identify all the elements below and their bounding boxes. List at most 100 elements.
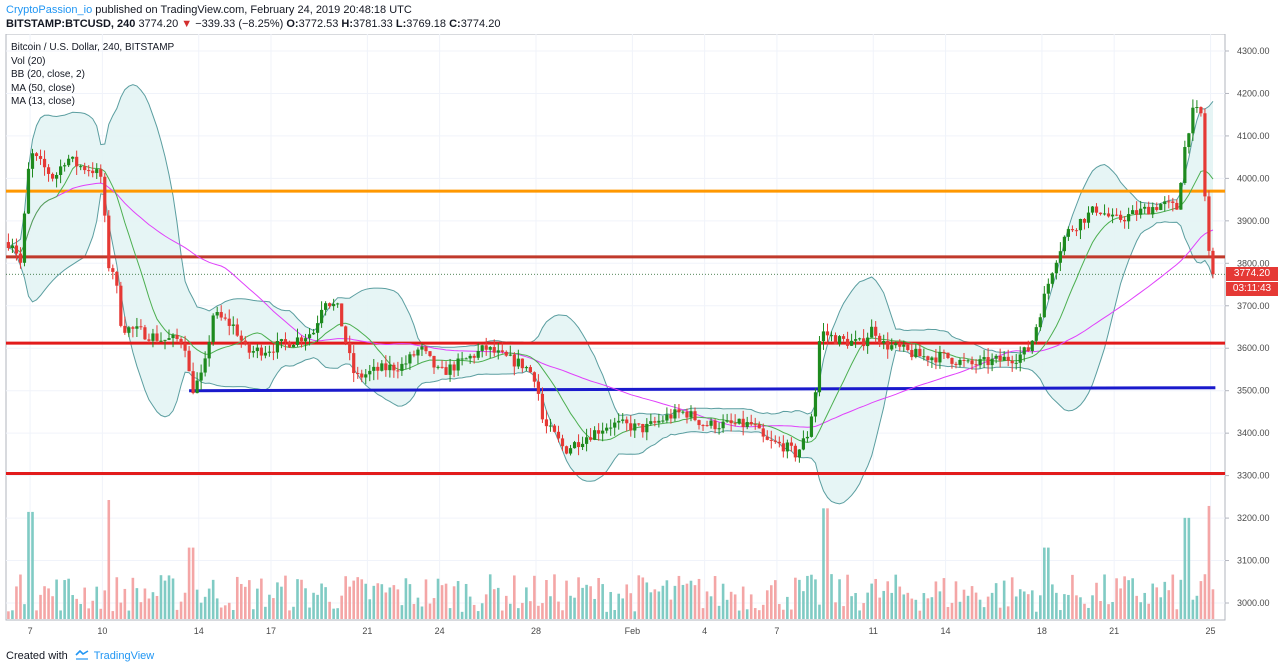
candle-body [380,363,384,371]
volume-bar [183,592,187,619]
candle-body [717,428,721,430]
candle-body [894,343,898,346]
candle-body [1151,207,1155,215]
volume-bar [71,595,74,619]
legend-ma50[interactable]: MA (50, close) [11,82,75,94]
candle-body [67,158,71,166]
volume-bar [1034,611,1038,619]
candle-body [400,363,404,371]
candle-body [854,339,858,341]
volume-bar [1103,574,1106,619]
candle-body [408,354,412,364]
candle-body [597,430,601,434]
candle-body [263,352,267,356]
volume-bar [256,588,259,619]
candle-body [340,303,344,327]
candle-body [938,352,942,363]
legend-vol[interactable]: Vol (20) [11,55,46,67]
candle-body [50,173,55,179]
candle-body [440,366,444,368]
volume-bar [926,598,930,619]
change-label: −339.33 (−8.25%) [195,18,284,30]
candle-body [10,245,15,249]
candle-body [54,174,59,179]
volume-bar [1006,606,1010,619]
candle-body [199,372,203,381]
author-link[interactable]: CryptoPassion_io [6,4,93,16]
footer-brand[interactable]: TradingView [93,650,155,662]
candle-body [954,363,958,365]
volume-bar [191,547,195,619]
legend-ma13[interactable]: MA (13, close) [11,96,75,107]
candle-body [713,420,717,430]
candle-body [805,436,810,439]
volume-bar [356,577,360,619]
volume-bar [846,574,849,619]
candle-body [613,422,617,428]
candle-body [645,423,649,433]
time-tick-label: 10 [97,626,107,636]
candle-body [207,342,211,359]
candle-body [283,339,288,342]
candle-body [601,430,605,434]
volume-bar [890,592,894,619]
candle-body [829,335,834,337]
volume-bar [982,607,986,619]
volume-bar [412,603,416,619]
volume-bar [633,611,637,619]
candle-body [227,318,231,326]
candle-body [568,448,573,454]
volume-bar [661,585,665,619]
candle-body [589,437,593,440]
volume-bar [59,610,62,619]
volume-bar [946,606,950,619]
volume-bar [790,609,793,619]
candle-body [737,418,741,424]
volume-bar [452,586,456,619]
candle-body [769,439,773,441]
volume-bar [304,588,307,619]
time-axis[interactable]: 7 10 14 17 21 24 28 Feb 4 7 11 14 18 21 25 [28,626,1216,636]
volume-bar [774,580,777,619]
volume-bar [966,595,970,619]
volume-bar [1063,594,1066,619]
candle-body [998,355,1002,361]
candle-body [633,423,637,431]
volume-bar [312,592,315,619]
candle-body [697,420,701,426]
volume-bar [942,578,946,619]
volume-bar [1115,578,1118,619]
close-key: C: [449,18,461,30]
candle-body [203,358,207,373]
candle-body [1006,356,1010,361]
candle-body [247,343,251,353]
candle-body [1191,107,1195,134]
candle-body [584,437,589,444]
price-tick-label: 4200.00 [1237,88,1270,98]
candle-body [982,357,986,360]
legend-bb[interactable]: BB (20, close, 2) [11,69,85,80]
volume-bar [806,575,809,619]
volume-bar [733,594,737,619]
candle-body [187,350,191,372]
volume-bar [810,574,813,619]
price-axis[interactable]: 4300.00 4200.00 4100.00 4000.00 3900.00 3800.… [1225,46,1270,608]
candle-body [271,351,276,353]
volume-bar [284,575,287,619]
volume-bar [549,596,552,619]
price-chart[interactable]: 4300.00 4200.00 4100.00 4000.00 3900.00 3800.… [0,34,1280,644]
volume-bar [1187,517,1191,619]
volume-bar [75,598,78,619]
candle-body [950,357,954,364]
volume-bar [814,579,817,619]
candle-body [1042,293,1046,318]
volume-bar [902,594,906,619]
time-tick-label: 28 [531,626,541,636]
candle-body [761,428,765,437]
candle-body [1211,250,1215,275]
volume-bar [918,610,922,619]
candle-body [195,380,199,394]
candle-body [1094,206,1099,213]
volume-bar [448,608,452,619]
candle-body [1014,362,1018,364]
